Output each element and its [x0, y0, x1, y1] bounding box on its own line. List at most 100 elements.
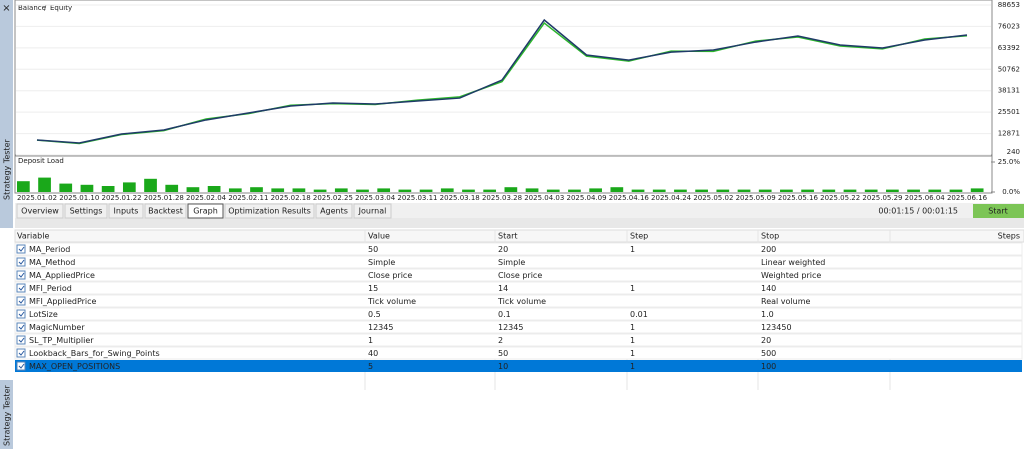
x-tick-label: 2025.01.10: [59, 194, 99, 202]
cell: MA_AppliedPrice: [29, 271, 95, 280]
tab[interactable]: [144, 203, 187, 219]
column-header: Start: [498, 232, 518, 241]
bar: [801, 189, 814, 192]
status-strip: [15, 218, 1024, 228]
x-tick-label: 2025.05.22: [820, 194, 860, 202]
checkmark: [18, 363, 25, 369]
bar: [864, 189, 878, 192]
x-tick-label: 2025.04.24: [651, 194, 692, 202]
bar: [440, 188, 454, 192]
checkbox[interactable]: [16, 244, 26, 254]
table-row[interactable]: [14, 333, 1023, 347]
bar: [631, 189, 645, 192]
table-row[interactable]: [14, 346, 1023, 360]
cell: Close price: [368, 271, 412, 280]
cell: 123450: [761, 323, 792, 332]
checkmark: [18, 272, 25, 278]
x-tick-label: 2025.03.28: [482, 194, 522, 202]
cell: 1: [630, 336, 635, 345]
y-tick-label: 0.0%: [1002, 188, 1020, 196]
x-tick-label: 2025.02.25: [313, 194, 353, 202]
cell: Simple: [368, 258, 395, 267]
checkbox[interactable]: [16, 309, 26, 319]
x-tick-label: 2025.02.04: [186, 194, 227, 202]
close-icon[interactable]: ×: [2, 3, 10, 14]
tab-label[interactable]: Settings: [70, 207, 103, 216]
table-row[interactable]: [14, 281, 1023, 295]
start-button-label[interactable]: Start: [988, 207, 1008, 216]
tab-label[interactable]: Overview: [21, 207, 59, 216]
cell: 0.01: [630, 310, 648, 319]
bar: [334, 188, 348, 192]
cell: 50: [498, 349, 508, 358]
y-tick-label: 25.0%: [998, 158, 1021, 166]
cell: 50: [368, 245, 378, 254]
checkbox[interactable]: [16, 257, 26, 267]
tab-label[interactable]: Backtest: [148, 207, 183, 216]
column-header: Steps: [998, 232, 1020, 241]
tab[interactable]: [353, 203, 392, 219]
cell: 0.5: [368, 310, 381, 319]
bar: [843, 189, 857, 192]
bar: [398, 189, 412, 192]
bar: [949, 189, 963, 192]
bar: [568, 189, 581, 192]
bar: [716, 189, 730, 192]
table-row[interactable]: [14, 307, 1023, 321]
table-row[interactable]: [14, 255, 1023, 269]
x-tick-label: 2025.01.28: [144, 194, 184, 202]
bar: [546, 189, 560, 192]
tab-label[interactable]: Journal: [358, 207, 387, 216]
bar: [822, 189, 836, 192]
cell: MFI_AppliedPrice: [29, 297, 97, 306]
table-row[interactable]: [14, 242, 1023, 256]
bar: [462, 189, 475, 192]
tab-label[interactable]: Inputs: [114, 207, 139, 216]
cell: Simple: [498, 258, 525, 267]
tab[interactable]: [224, 203, 315, 219]
tab[interactable]: [108, 203, 144, 219]
checkbox[interactable]: [16, 361, 26, 371]
tab[interactable]: [64, 203, 108, 219]
legend-balance: Balance: [18, 4, 46, 12]
tab-label[interactable]: Graph: [193, 207, 218, 216]
cell: Close price: [498, 271, 542, 280]
checkbox[interactable]: [16, 296, 26, 306]
bar: [38, 177, 51, 192]
cell: 100: [761, 362, 776, 371]
tab-label[interactable]: Agents: [320, 207, 348, 216]
checkmark: [18, 324, 25, 330]
start-button[interactable]: [973, 204, 1024, 218]
x-tick-label: 2025.01.02: [17, 194, 57, 202]
table-row[interactable]: [14, 268, 1023, 282]
cell: 200: [761, 245, 776, 254]
cell: 1: [630, 349, 635, 358]
deposit-frame: [14, 155, 993, 194]
checkbox[interactable]: [16, 270, 26, 280]
tab[interactable]: [315, 203, 353, 219]
bar: [59, 183, 73, 192]
tab[interactable]: [16, 203, 64, 219]
tab[interactable]: [187, 203, 224, 219]
checkbox[interactable]: [16, 348, 26, 358]
cell: MAX_OPEN_POSITIONS: [29, 362, 120, 371]
bar: [758, 189, 772, 192]
checkmark: [18, 246, 25, 252]
cell: LotSize: [29, 310, 58, 319]
checkbox[interactable]: [16, 322, 26, 332]
table-row[interactable]: [14, 320, 1023, 334]
x-tick-label: 2025.05.29: [862, 194, 902, 202]
bar: [907, 189, 920, 192]
y-tick-label: 88653: [998, 1, 1020, 9]
bar: [652, 189, 666, 192]
table-row[interactable]: [15, 360, 1022, 372]
table-row[interactable]: [14, 294, 1023, 308]
cell: Weighted price: [761, 271, 821, 280]
bar: [737, 189, 751, 192]
legend-separator: /: [44, 4, 47, 12]
checkbox[interactable]: [16, 283, 26, 293]
checkbox[interactable]: [16, 335, 26, 345]
tab-label[interactable]: Optimization Results: [228, 207, 311, 216]
cell: 1: [630, 245, 635, 254]
checkmark: [18, 311, 25, 317]
